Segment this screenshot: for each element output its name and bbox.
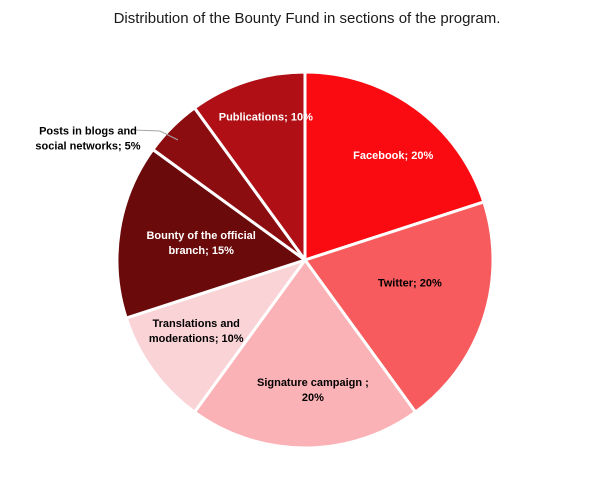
pie-slice-facebook: [303, 70, 486, 262]
pie-slice-publications: [193, 70, 307, 262]
pie-labels: Facebook; 20% Twitter; 20% Signature campa…: [35, 112, 442, 404]
pie-label-publications: Publications; 10%: [219, 112, 313, 124]
pie-slice-translations-and-moderations: [124, 258, 307, 414]
chart-title: Distribution of the Bounty Fund in secti…: [113, 10, 501, 27]
pie-label-translations-and-moderations: Translations and moderations; 10%: [149, 318, 244, 345]
pie-slice-signature-campaign: [193, 258, 417, 450]
pie-label-facebook: Facebook; 20%: [353, 150, 433, 162]
pie-label-signature-campaign: Signature campaign ; 20%: [257, 377, 369, 404]
pie-slice-bounty-of-the-official-branch: [115, 148, 307, 320]
pie-label-posts-in-blogs-and-social-networks: Posts in blogs and social networks; 5%: [35, 126, 140, 153]
pie-label-twitter: Twitter; 20%: [378, 277, 442, 289]
leader-line: [132, 129, 179, 141]
pie-slice-twitter: [303, 200, 495, 414]
pie-label-bounty-of-the-official-branch: Bounty of the official branch; 15%: [146, 230, 255, 257]
pie-slices: [115, 70, 495, 450]
